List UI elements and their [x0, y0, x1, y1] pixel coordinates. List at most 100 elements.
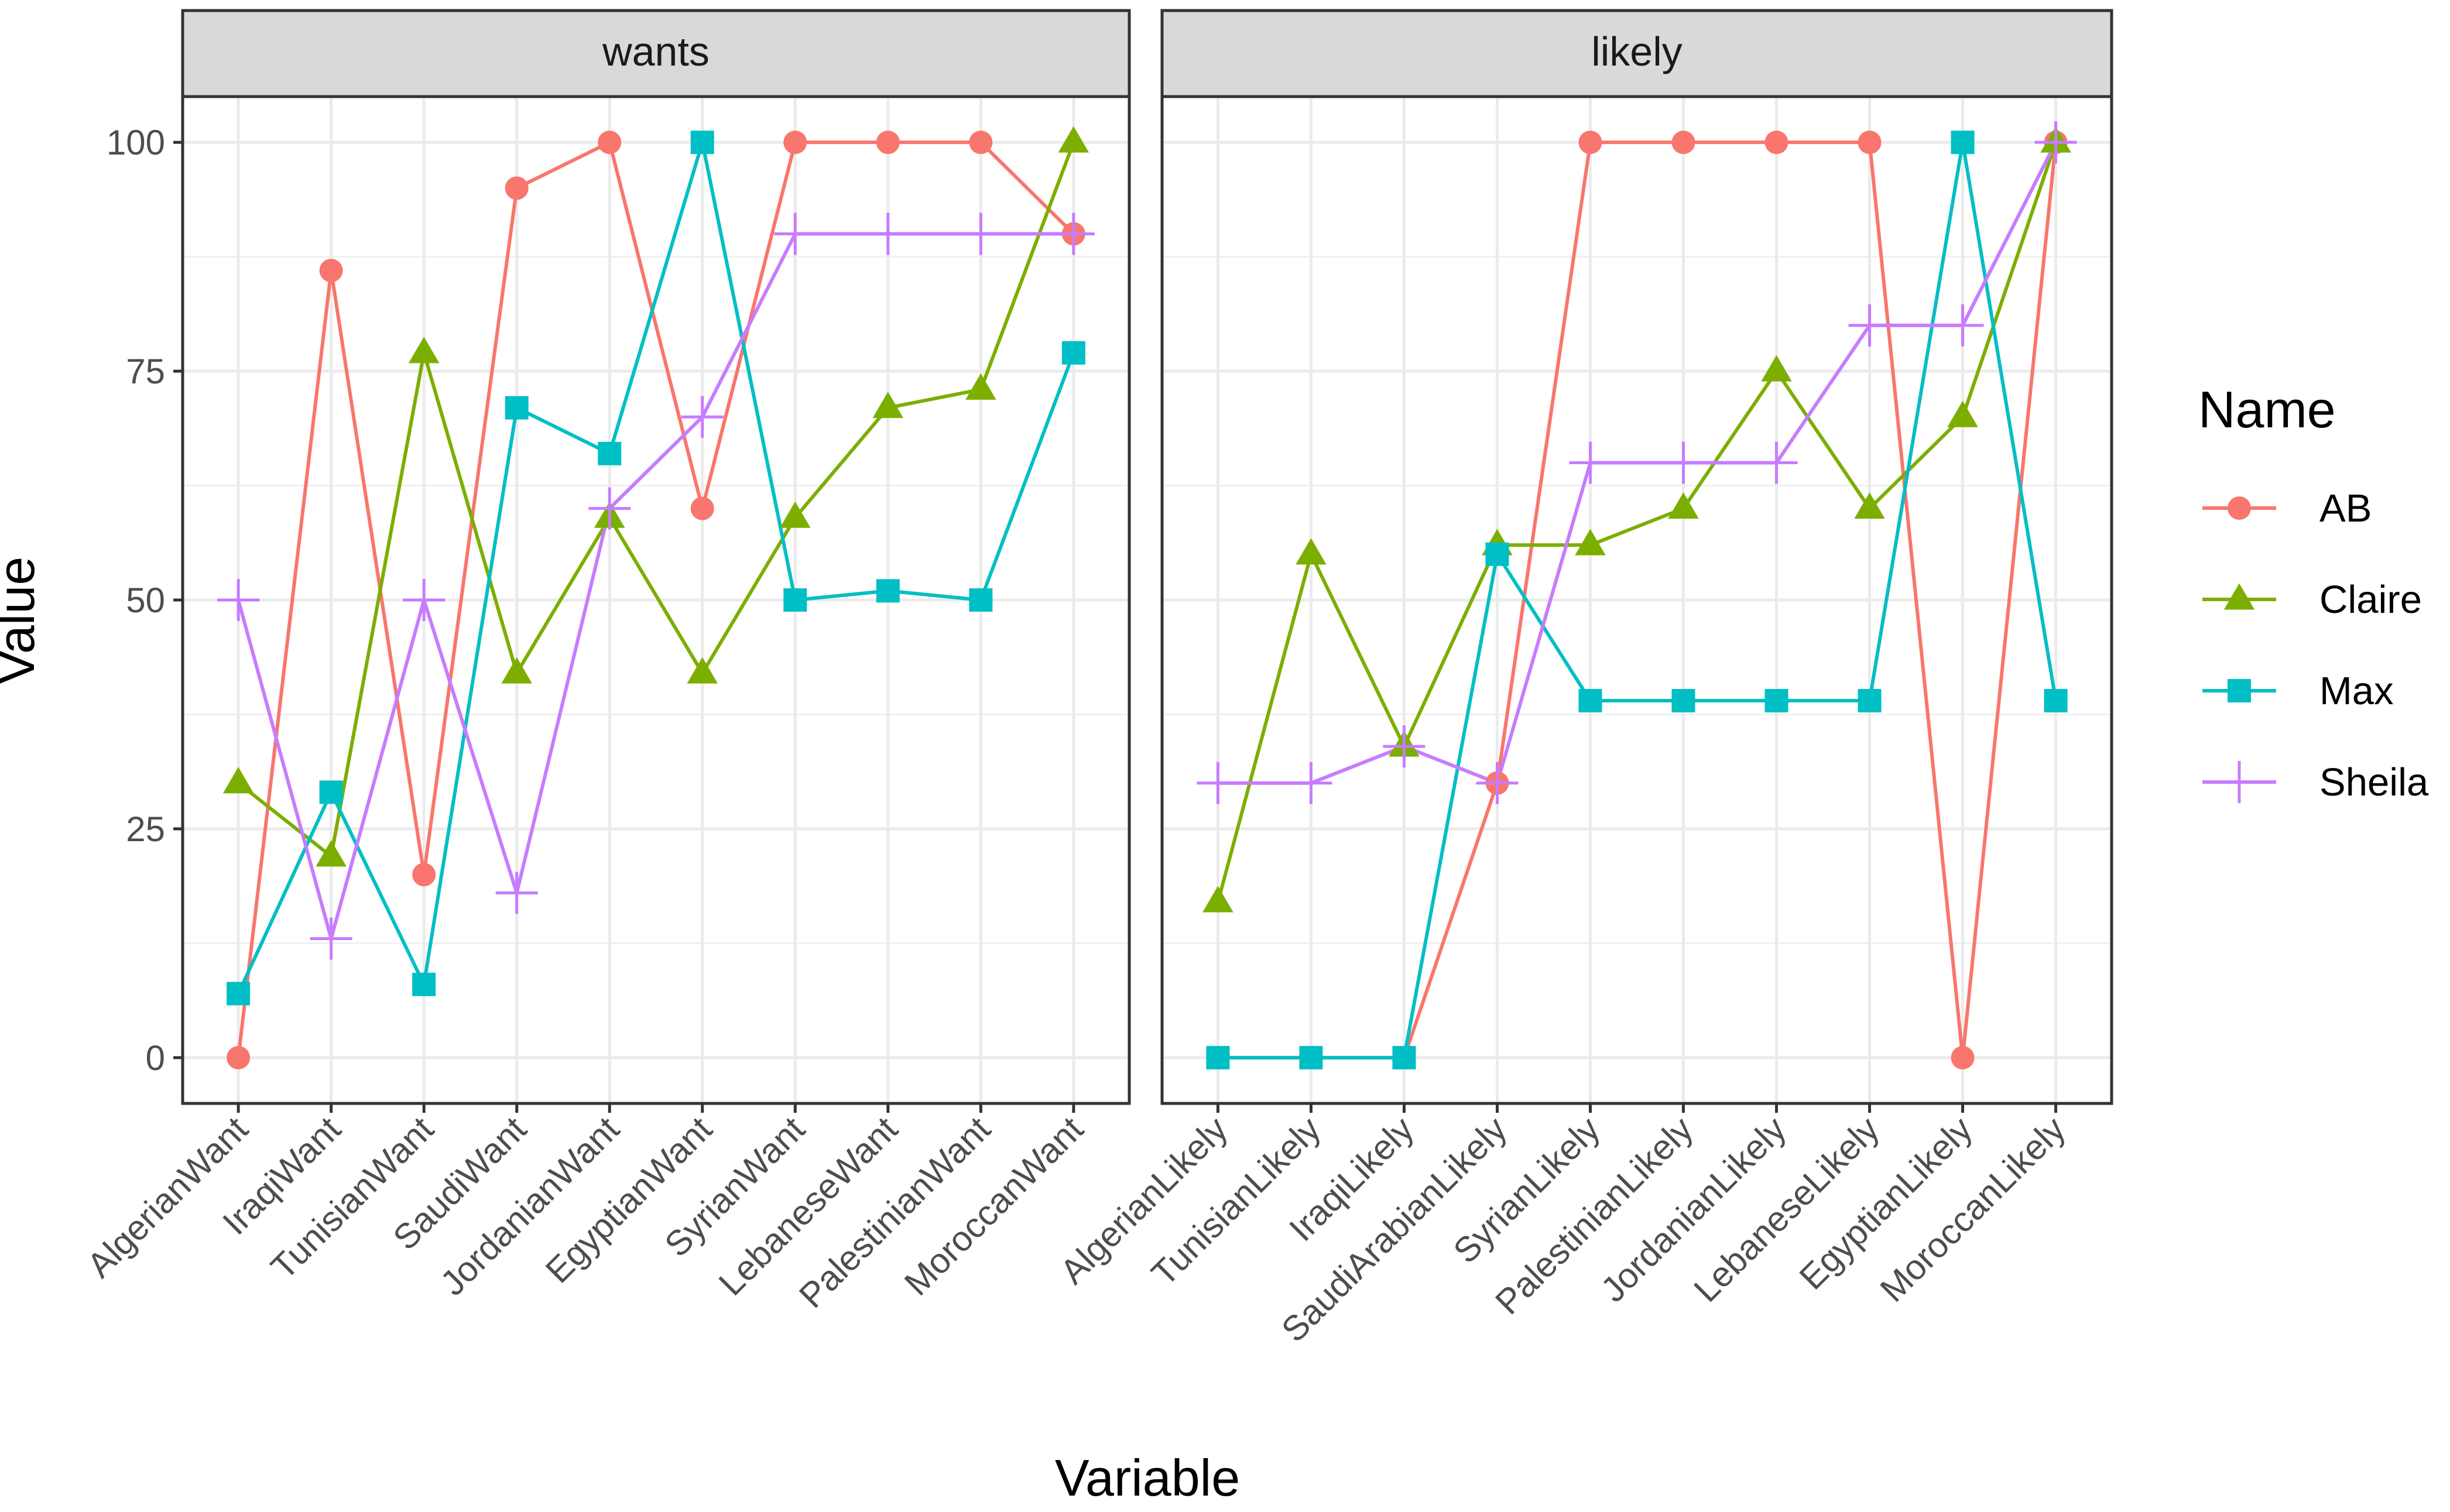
data-point-max [876, 579, 900, 603]
data-point-max [1671, 689, 1695, 712]
data-point-sheila [1383, 725, 1426, 768]
data-point-ab [412, 863, 436, 887]
legend-key-marker [2218, 761, 2260, 803]
legend-label: AB [2319, 486, 2372, 530]
data-point-ab [505, 176, 529, 200]
facet-strip [181, 9, 1131, 98]
data-point-max [1299, 1045, 1323, 1069]
data-point-sheila [495, 872, 538, 914]
data-point-max [783, 588, 807, 612]
y-tick-label: 0 [146, 1038, 165, 1078]
facet-likely: likelyAlgerianLikelyTunisianLikelyIraqiL… [1053, 9, 2113, 1349]
facet-strip [1160, 9, 2113, 98]
data-point-sheila [866, 212, 909, 255]
x-tick-label: AlgerianWant [80, 1109, 256, 1285]
data-point-max [1392, 1045, 1416, 1069]
facet-strip-label: wants [602, 29, 710, 74]
data-point-claire [965, 373, 996, 400]
data-point-ab [1951, 1045, 1975, 1069]
data-point-sheila [774, 212, 817, 255]
legend: Name AB Claire Max Sheila [2198, 380, 2429, 804]
data-point-claire [1058, 126, 1089, 153]
x-tick-label: TunisianLikely [1144, 1109, 1328, 1294]
data-point-max [1206, 1045, 1230, 1069]
legend-label: Claire [2319, 578, 2422, 622]
data-point-ab [598, 131, 622, 155]
data-point-claire [687, 657, 718, 684]
data-point-claire [1575, 529, 1606, 556]
data-point-sheila [217, 579, 260, 621]
series-line-sheila [1218, 141, 2058, 785]
data-point-max [2044, 689, 2068, 712]
x-tick-label: TunisianWant [263, 1109, 441, 1287]
data-point-sheila [1476, 762, 1519, 804]
data-point-claire [872, 392, 904, 419]
data-point-ab [1671, 131, 1695, 155]
legend-label: Max [2319, 669, 2394, 713]
legend-item-max: Max [2202, 669, 2394, 713]
x-tick-label: EgyptianWant [538, 1109, 719, 1291]
data-point-sheila [681, 396, 724, 438]
data-point-sheila [1569, 441, 1612, 484]
legend-key-marker [2223, 583, 2255, 610]
y-tick-label: 50 [126, 581, 165, 620]
legend-key-marker [2228, 496, 2251, 520]
data-point-ab [1858, 131, 1882, 155]
data-point-sheila [1290, 762, 1332, 804]
series-line-max [1218, 140, 2058, 1060]
data-point-sheila [1941, 304, 1984, 347]
data-point-claire [222, 767, 254, 794]
x-axis-title: Variable [1055, 1449, 1240, 1507]
data-point-sheila [1662, 441, 1705, 484]
data-point-sheila [1755, 441, 1798, 484]
data-point-ab [783, 131, 807, 155]
data-point-claire [1668, 492, 1699, 519]
data-point-max [1578, 689, 1602, 712]
facet-strip-label: likely [1591, 29, 1683, 74]
data-point-sheila [310, 917, 352, 960]
data-point-claire [1761, 355, 1792, 382]
series-line-ab [237, 140, 1075, 1058]
data-point-claire [1202, 886, 1233, 913]
y-axis-title: Value [0, 557, 45, 685]
data-point-max [227, 982, 251, 1006]
data-point-max [1858, 689, 1882, 712]
series-line-claire [1216, 142, 2058, 903]
data-point-max [1764, 689, 1788, 712]
data-point-max [690, 131, 714, 155]
series-line-claire [237, 142, 1075, 858]
legend-label: Sheila [2319, 760, 2429, 804]
data-point-claire [408, 337, 440, 364]
data-point-claire [316, 840, 347, 867]
data-point-sheila [960, 212, 1002, 255]
data-point-ab [319, 259, 343, 283]
data-point-max [1061, 341, 1085, 365]
legend-key-marker [2228, 679, 2251, 702]
legend-item-ab: AB [2202, 486, 2372, 530]
data-point-max [1951, 131, 1975, 155]
data-point-max [598, 441, 622, 465]
series-line-sheila [237, 232, 1074, 941]
data-point-claire [1296, 538, 1327, 565]
data-point-max [969, 588, 993, 612]
y-tick-label: 100 [107, 123, 165, 162]
data-point-max [412, 972, 436, 996]
y-tick-label: 75 [126, 352, 165, 391]
series-line-max [237, 140, 1075, 995]
data-point-sheila [2034, 121, 2077, 164]
data-point-max [505, 396, 529, 420]
data-point-ab [690, 496, 714, 520]
legend-item-sheila: Sheila [2202, 760, 2429, 804]
data-point-sheila [403, 579, 446, 621]
data-point-claire [780, 501, 811, 528]
data-point-ab [227, 1045, 251, 1069]
data-point-claire [1854, 492, 1885, 519]
facet-wants: wantsAlgerianWantIraqiWantTunisianWantSa… [80, 9, 1131, 1315]
legend-title: Name [2198, 380, 2336, 438]
data-point-ab [876, 131, 900, 155]
data-point-sheila [1052, 212, 1095, 255]
data-point-claire [501, 657, 532, 684]
data-point-sheila [588, 487, 631, 530]
data-point-claire [1947, 400, 1978, 427]
